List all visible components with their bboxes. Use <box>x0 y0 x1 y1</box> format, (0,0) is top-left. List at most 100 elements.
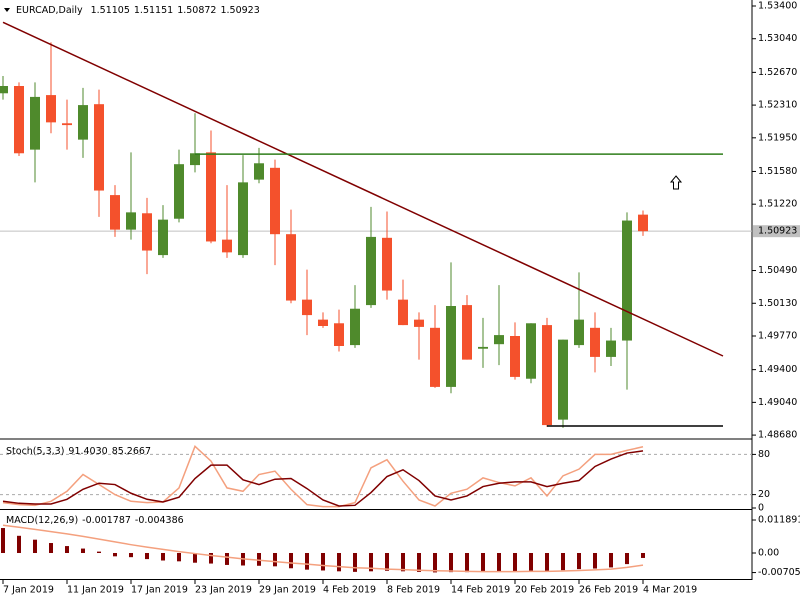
stoch-k-last: 91.4030 <box>68 446 107 457</box>
macd-bar <box>145 553 149 560</box>
candle-body <box>622 220 632 341</box>
candle-body <box>462 305 472 360</box>
candle-body <box>78 105 88 140</box>
y-tick-label: 1.49400 <box>758 364 797 375</box>
y-tick-label: 0.011891 <box>758 515 800 526</box>
x-tick-label: 11 Jan 2019 <box>67 585 124 596</box>
candle-body <box>638 214 648 232</box>
macd-bar <box>289 553 293 569</box>
candle-body <box>126 212 136 230</box>
candle-body <box>334 323 344 346</box>
x-tick-label: 29 Jan 2019 <box>259 585 316 596</box>
candle-body <box>238 182 248 256</box>
macd-header: MACD(12,26,9) -0.001787 -0.004386 <box>6 515 184 526</box>
macd-title: MACD(12,26,9) <box>6 515 78 526</box>
x-tick-label: 4 Mar 2019 <box>643 585 697 596</box>
macd-hist-last: -0.001787 <box>82 515 131 526</box>
y-tick-label: 1.50130 <box>758 298 797 309</box>
candle-body <box>286 234 296 301</box>
candle-body <box>430 327 440 387</box>
macd-bar <box>1 528 5 554</box>
candle-body <box>110 195 120 230</box>
candle-body <box>366 236 376 306</box>
y-tick-label: 1.51220 <box>758 199 797 210</box>
y-tick-label: -0.007051 <box>758 567 800 578</box>
macd-bar <box>369 553 373 572</box>
macd-bar <box>305 553 309 570</box>
menu-triangle <box>4 8 10 12</box>
candle-body <box>558 339 568 420</box>
candle-body <box>574 319 584 346</box>
macd-bar <box>113 553 117 557</box>
y-tick-label: 1.50490 <box>758 265 797 276</box>
macd-bar <box>577 553 581 570</box>
y-tick-label: 1.52310 <box>758 100 797 111</box>
macd-bar <box>33 539 37 554</box>
current-price-box <box>753 225 800 238</box>
macd-bar <box>593 553 597 569</box>
chart-header: EURCAD,Daily 1.51105 1.51151 1.50872 1.50923 <box>16 5 260 16</box>
y-tick-label: 80 <box>758 449 770 460</box>
stoch-d-last: 85.2667 <box>112 446 151 457</box>
candle-body <box>350 308 360 346</box>
indicator-line <box>2 524 644 573</box>
candle-body <box>446 306 456 387</box>
macd-bar <box>401 553 405 572</box>
arrow-up-object <box>669 175 683 190</box>
macd-bar <box>129 553 133 558</box>
candle-body <box>174 164 184 219</box>
macd-bar <box>257 553 261 566</box>
x-tick-label: 14 Feb 2019 <box>451 585 510 596</box>
x-tick-label: 4 Feb 2019 <box>323 585 376 596</box>
candle-body <box>94 104 104 191</box>
macd-bar <box>49 543 53 554</box>
y-tick-label: 1.49040 <box>758 397 797 408</box>
candle-body <box>14 86 24 154</box>
x-tick-label: 23 Jan 2019 <box>195 585 252 596</box>
macd-bar <box>65 546 69 554</box>
macd-bar <box>497 553 501 572</box>
macd-bar <box>433 553 437 573</box>
macd-bar <box>209 553 213 564</box>
x-tick-label: 20 Feb 2019 <box>515 585 574 596</box>
y-tick-label: 1.48680 <box>758 430 797 441</box>
macd-signal-last: -0.004386 <box>135 515 184 526</box>
candle-body <box>142 213 152 251</box>
macd-bar <box>465 553 469 573</box>
macd-bar <box>545 553 549 572</box>
candle-body <box>318 319 328 326</box>
candle-body <box>590 327 600 357</box>
macd-bar <box>97 551 101 554</box>
macd-bar <box>417 553 421 572</box>
macd-bar <box>481 553 485 572</box>
y-tick-label: 1.52670 <box>758 67 797 78</box>
candle-body <box>302 299 312 316</box>
candle-body <box>206 152 216 242</box>
y-tick-label: 1.51950 <box>758 132 797 143</box>
y-tick-label: 1.53040 <box>758 33 797 44</box>
macd-bar <box>193 553 197 563</box>
y-tick-label: 0 <box>758 503 764 514</box>
header-low: 1.50872 <box>177 5 216 16</box>
macd-bar <box>529 553 533 571</box>
candle-body <box>478 346 488 349</box>
macd-bar <box>449 553 453 573</box>
candle-body <box>0 86 8 94</box>
macd-bar <box>81 548 85 554</box>
candle-body <box>222 239 232 253</box>
candle-body <box>62 123 72 126</box>
candle-body <box>158 219 168 256</box>
candle-body <box>606 340 616 357</box>
candle-body <box>510 336 520 377</box>
candle-body <box>254 163 264 180</box>
candle-body <box>270 167 280 235</box>
macd-bar <box>177 553 181 562</box>
candle-body <box>494 335 504 345</box>
candle-body <box>542 325 552 426</box>
stoch-title: Stoch(5,3,3) <box>6 446 64 457</box>
indicator-line <box>2 450 644 507</box>
macd-bar <box>625 553 629 565</box>
y-tick-label: 20 <box>758 489 770 500</box>
symbol-title: EURCAD,Daily <box>16 5 83 16</box>
